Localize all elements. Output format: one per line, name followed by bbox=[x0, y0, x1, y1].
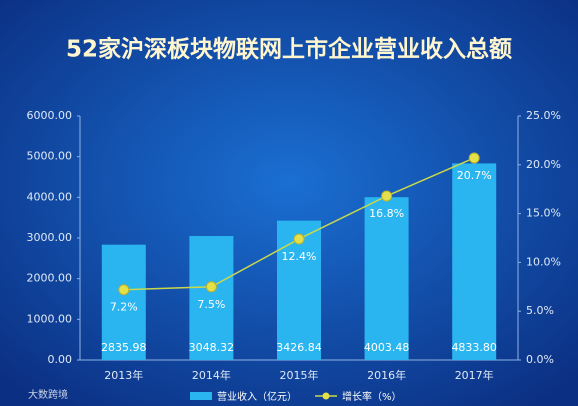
bar bbox=[189, 236, 234, 360]
line-marker bbox=[381, 190, 393, 202]
y-tick-label: 6000.00 bbox=[27, 109, 73, 122]
line-value-label: 7.5% bbox=[197, 298, 225, 311]
line-value-label: 12.4% bbox=[282, 250, 317, 263]
legend-swatch bbox=[190, 392, 212, 400]
legend-label: 营业收入（亿元） bbox=[217, 390, 297, 403]
y-tick-label: 0.00 bbox=[48, 353, 73, 366]
bar-value-label: 4833.80 bbox=[451, 341, 497, 354]
bar-value-label: 3426.84 bbox=[276, 341, 322, 354]
x-tick-label: 2017年 bbox=[455, 368, 494, 382]
line-value-label: 16.8% bbox=[369, 207, 404, 220]
legend-label: 增长率（%） bbox=[342, 390, 402, 403]
x-tick-label: 2015年 bbox=[280, 368, 319, 382]
bar-value-label: 4003.48 bbox=[364, 341, 410, 354]
watermark: 大数跨境 bbox=[28, 388, 68, 401]
line-marker bbox=[205, 281, 217, 293]
bar-value-label: 2835.98 bbox=[101, 341, 147, 354]
x-tick-label: 2016年 bbox=[367, 368, 406, 382]
line-marker bbox=[293, 233, 305, 245]
chart-title: 52家沪深板块物联网上市企业营业收入总额 bbox=[66, 36, 512, 63]
y-tick-label: 5000.00 bbox=[27, 150, 73, 163]
bar bbox=[101, 244, 146, 360]
legend-swatch bbox=[322, 392, 330, 400]
y2-tick-label: 20.0% bbox=[526, 158, 561, 171]
y-tick-label: 1000.00 bbox=[27, 312, 73, 325]
x-tick-label: 2013年 bbox=[104, 368, 143, 382]
y2-tick-label: 5.0% bbox=[526, 304, 554, 317]
y2-tick-label: 10.0% bbox=[526, 255, 561, 268]
y2-tick-label: 15.0% bbox=[526, 207, 561, 220]
y2-tick-label: 25.0% bbox=[526, 109, 561, 122]
line-marker bbox=[468, 152, 480, 164]
bar bbox=[452, 163, 497, 360]
line-value-label: 7.2% bbox=[110, 301, 138, 314]
y-tick-label: 3000.00 bbox=[27, 231, 73, 244]
bar-value-label: 3048.32 bbox=[189, 341, 235, 354]
x-tick-label: 2014年 bbox=[192, 368, 231, 382]
line-value-label: 20.7% bbox=[457, 169, 492, 182]
y2-tick-label: 0.0% bbox=[526, 353, 554, 366]
bar bbox=[364, 197, 409, 360]
y-tick-label: 4000.00 bbox=[27, 190, 73, 203]
y-tick-label: 2000.00 bbox=[27, 272, 73, 285]
line-marker bbox=[118, 284, 130, 296]
